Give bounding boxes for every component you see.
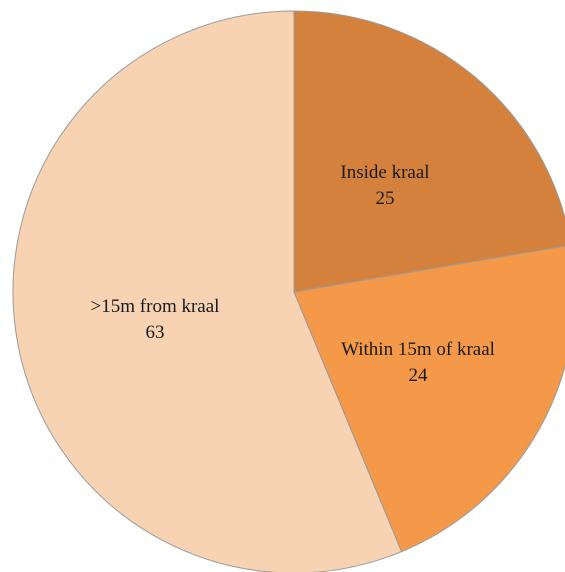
slice-value-inside-kraal: 25	[376, 188, 395, 209]
slice-label-within-15m-of-kraal: Within 15m of kraal	[341, 339, 495, 360]
pie-slice-within-15m-of-kraal	[293, 245, 565, 553]
slice-label-inside-kraal: Inside kraal	[340, 162, 429, 183]
pie-slices	[12, 10, 565, 572]
slice-value-15m-from-kraal: 63	[146, 322, 165, 343]
slice-value-within-15m-of-kraal: 24	[409, 365, 429, 386]
pie-slice-inside-kraal	[293, 10, 565, 293]
pie-slice-15m-from-kraal	[12, 10, 403, 572]
pie-labels: Inside kraal 25 Within 15m of kraal 24 >15m …	[91, 162, 495, 386]
slice-label-15m-from-kraal: >15m from kraal	[91, 296, 220, 317]
